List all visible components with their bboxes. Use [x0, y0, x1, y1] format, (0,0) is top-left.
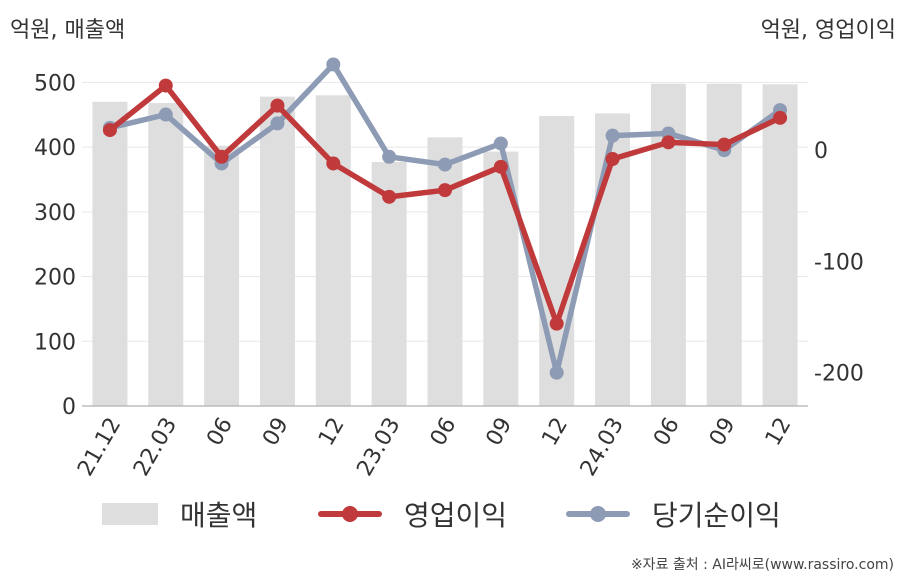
x-tick-label: 24.03	[576, 414, 629, 481]
legend-label-net-income: 당기순이익	[652, 499, 781, 532]
net-income-swatch	[566, 503, 630, 525]
legend-item-operating-profit: 영업이익	[318, 492, 507, 536]
left-tick-label: 200	[34, 266, 76, 291]
series-point	[326, 156, 341, 171]
series-point	[326, 57, 341, 72]
revenue-bar	[706, 83, 742, 407]
source-note: ※자료 출처 : AI라씨로(www.rassiro.com)	[630, 557, 894, 573]
operating-profit-swatch	[318, 503, 382, 525]
series-point	[270, 116, 285, 131]
revenue-bar	[427, 137, 463, 406]
left-axis-unit: 억원, 매출액	[10, 18, 126, 43]
right-tick-label: 0	[814, 139, 828, 164]
series-point	[382, 189, 397, 204]
series-point	[549, 316, 564, 331]
combo-chart: 0 100 200 300 400 500 0 -100 -200 21.12 22.03 06 09 1…	[34, 57, 864, 481]
series-point	[270, 98, 285, 113]
right-tick-label: -100	[814, 250, 864, 275]
x-tick-label: 12	[314, 414, 350, 451]
series-point	[158, 107, 173, 122]
revenue-bar	[315, 95, 351, 407]
x-tick-label: 06	[426, 414, 462, 451]
profit-lines	[102, 57, 788, 380]
series-point	[158, 78, 173, 93]
series-point	[493, 159, 508, 174]
left-tick-label: 100	[34, 330, 76, 355]
x-tick-label: 12	[537, 414, 573, 451]
series-point	[214, 149, 229, 164]
series-point	[605, 128, 620, 143]
x-tick-label: 09	[258, 414, 294, 451]
revenue-bar	[259, 96, 295, 406]
x-tick-label: 09	[705, 414, 741, 451]
left-tick-label: 0	[62, 395, 76, 420]
series-point	[493, 136, 508, 151]
series-point	[661, 135, 676, 150]
series-point	[438, 157, 452, 172]
x-tick-label: 21.12	[73, 414, 126, 481]
left-tick-label: 300	[34, 201, 76, 226]
right-tick-label: -200	[814, 362, 864, 387]
x-tick-label: 06	[202, 414, 238, 451]
series-point	[549, 365, 564, 380]
x-tick-label: 06	[649, 414, 685, 451]
revenue-bar	[204, 145, 240, 406]
right-axis-unit: 억원, 영업이익	[760, 18, 896, 43]
series-point	[717, 137, 732, 152]
series-point	[438, 183, 452, 198]
x-tick-label: 12	[761, 414, 797, 451]
legend-label-revenue: 매출액	[180, 499, 258, 532]
series-point	[382, 149, 397, 164]
left-tick-label: 500	[34, 71, 76, 96]
x-tick-label: 23.03	[352, 414, 405, 481]
revenue-bar	[148, 103, 184, 407]
series-point	[605, 152, 620, 167]
revenue-bar	[762, 84, 798, 407]
revenue-swatch	[102, 503, 158, 525]
x-tick-label: 22.03	[129, 414, 182, 481]
legend-label-operating-profit: 영업이익	[404, 499, 508, 532]
legend-item-net-income: 당기순이익	[566, 492, 781, 536]
revenue-bar	[539, 116, 575, 406]
series-point	[773, 110, 788, 125]
left-tick-label: 400	[34, 136, 76, 161]
series-point	[102, 123, 117, 138]
revenue-bars	[92, 83, 798, 407]
legend-item-revenue: 매출액	[102, 492, 257, 536]
x-tick-label: 09	[482, 414, 518, 451]
revenue-bar	[92, 101, 128, 407]
